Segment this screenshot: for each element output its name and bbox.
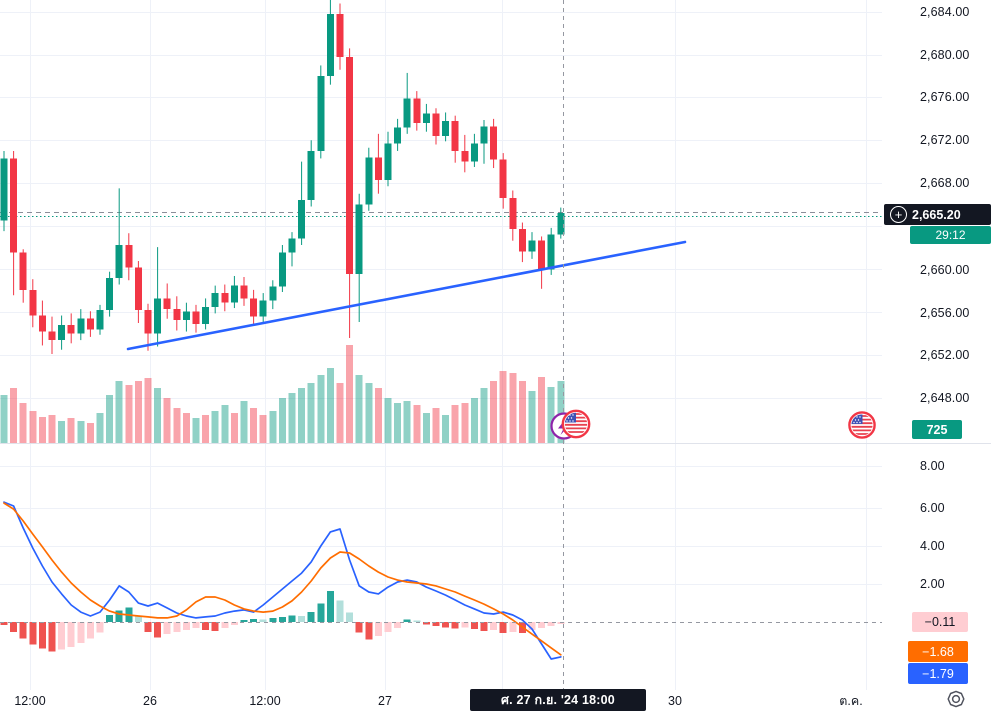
volume-bars: [0, 345, 565, 443]
volume-value-badge: 725: [912, 420, 962, 439]
price-axis-label: 2,652.00: [920, 348, 970, 362]
crosshair-date-badge: ศ. 27 ก.ย. '24 18:00: [470, 689, 646, 711]
gear-icon: [947, 690, 965, 708]
time-axis-label: ต.ค.: [839, 693, 863, 708]
time-axis-label: 26: [143, 693, 157, 708]
time-axis-label: 27: [378, 693, 392, 708]
macd-line-value-badge: −1.79: [908, 663, 968, 684]
price-axis-label: 2,680.00: [920, 48, 970, 62]
time-axis-label: 30: [668, 693, 682, 708]
price-axis-label: 2,684.00: [920, 5, 970, 19]
bar-countdown-badge: 29:12: [910, 226, 991, 244]
plus-circle-icon[interactable]: +: [890, 206, 907, 223]
economic-event-us-flag-icon[interactable]: [561, 409, 591, 439]
time-axis-label: 12:00: [14, 693, 46, 708]
price-axis-label: 2,668.00: [920, 176, 970, 190]
price-axis-label: 2,648.00: [920, 391, 970, 405]
macd-signal-value-badge: −1.68: [908, 641, 968, 662]
macd-indicator-pane: [0, 501, 565, 660]
last-price-badge: + 2,665.20: [884, 204, 991, 225]
indicator-axis-label: 6.00: [920, 501, 945, 515]
macd-histogram-value-badge: −0.11: [912, 612, 968, 632]
price-axis-label: 2,676.00: [920, 90, 970, 104]
economic-event-us-flag-icon-2[interactable]: [848, 411, 876, 439]
pane-separators: [0, 443, 991, 691]
indicator-axis-label: 2.00: [920, 577, 945, 591]
time-axis-label: 12:00: [249, 693, 281, 708]
grid-lines: [0, 0, 882, 690]
price-axis-label: 2,672.00: [920, 133, 970, 147]
indicator-axis-label: 4.00: [920, 539, 945, 553]
time-axis[interactable]: 12:00 26 12:00 27 30 ต.ค. ศ. 27 ก.ย. '24 18:0…: [0, 688, 991, 711]
candlesticks: [0, 0, 565, 354]
price-axis-label: 2,660.00: [920, 263, 970, 277]
time-axis-settings-button[interactable]: [941, 688, 971, 711]
price-axis-label: 2,656.00: [920, 306, 970, 320]
last-price-value: 2,665.20: [912, 207, 961, 222]
crosshair: [0, 0, 882, 690]
trendline-drawing[interactable]: [126, 240, 687, 351]
price-axis[interactable]: 2,684.00 2,680.00 2,676.00 2,672.00 2,668.00…: [882, 0, 991, 690]
last-price-lines: [0, 212, 882, 217]
indicator-axis-label: 8.00: [920, 459, 945, 473]
